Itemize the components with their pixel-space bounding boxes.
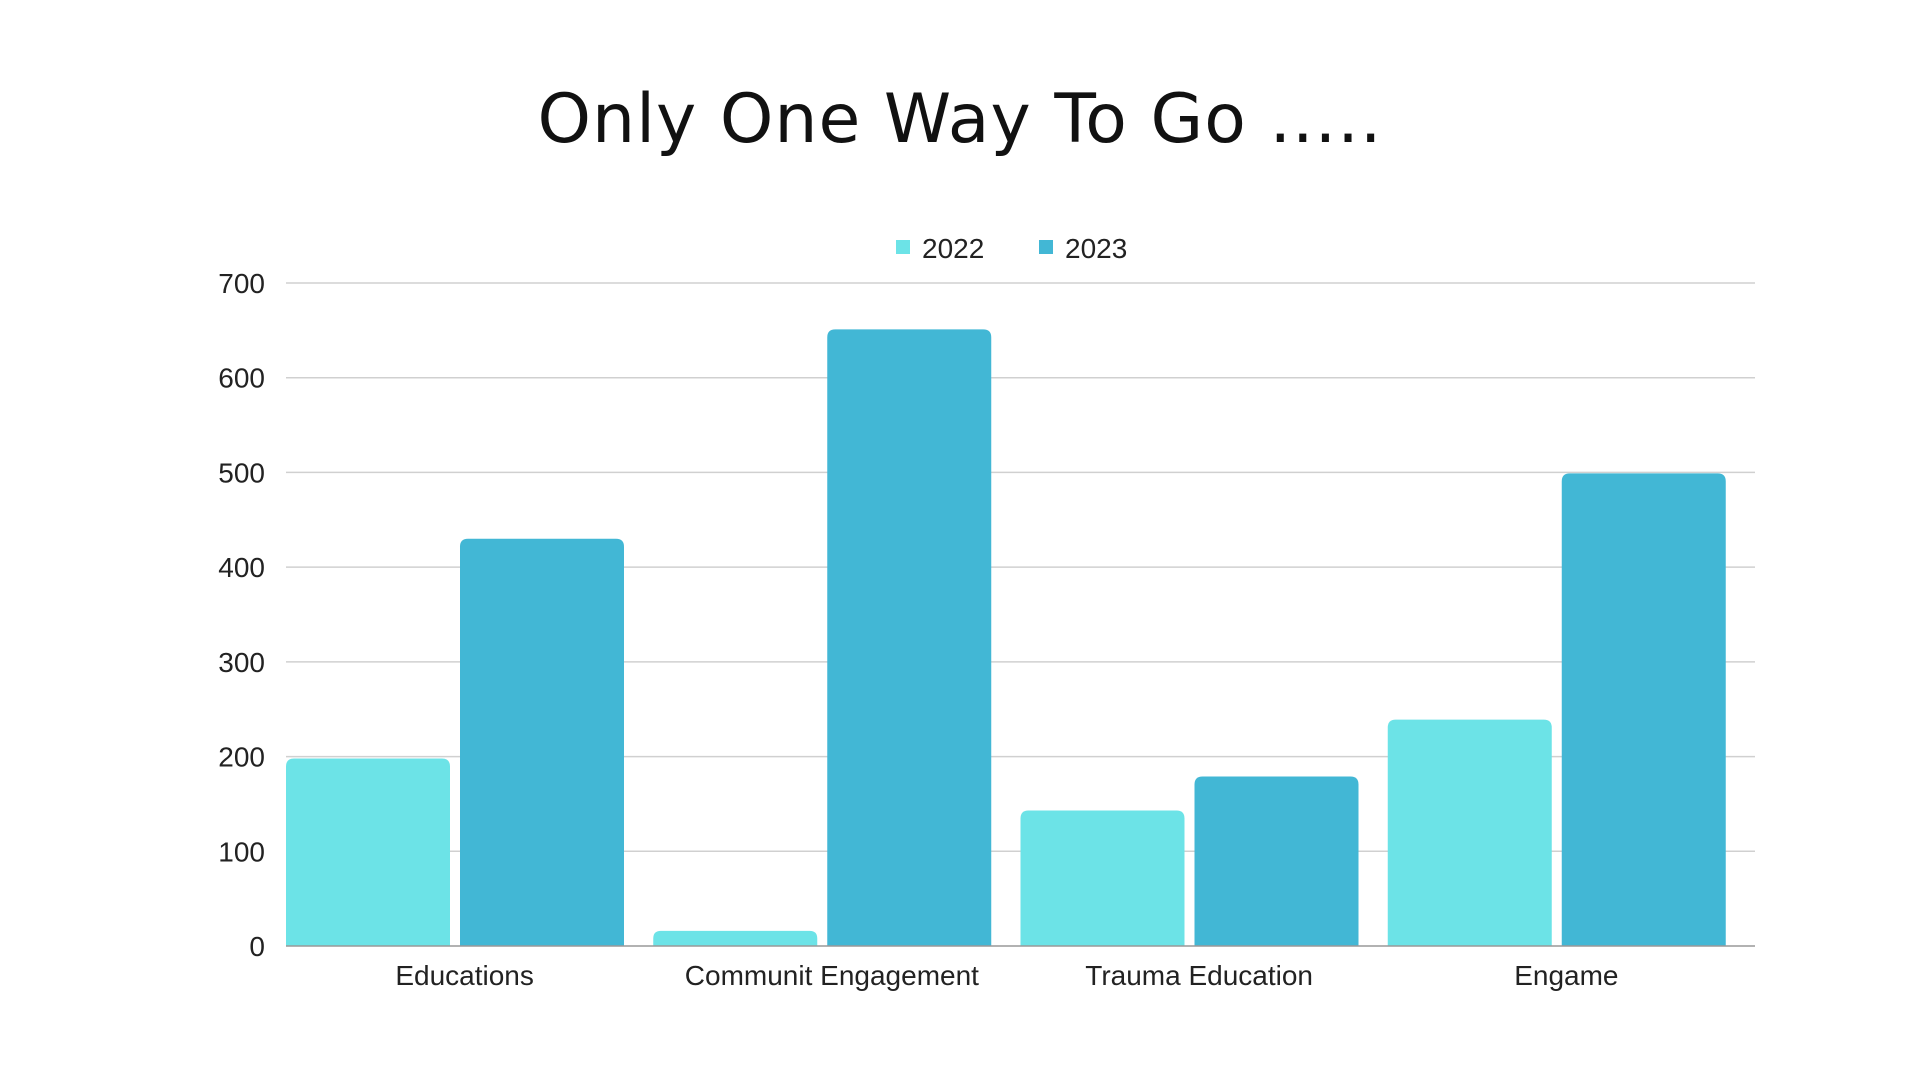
y-tick-label: 600	[218, 363, 265, 394]
legend-label-2022: 2022	[922, 233, 984, 264]
bar-2022-educations	[286, 758, 450, 946]
chart-title: Only One Way To Go .....	[537, 80, 1383, 159]
y-tick-label: 700	[218, 268, 265, 299]
x-axis-labels: Educations Communit Engagement Trauma Educ…	[395, 960, 1618, 991]
bar-2022-engame	[1387, 719, 1552, 946]
bar-2022-communit-engagement	[653, 930, 818, 946]
bar-2023-educations	[460, 538, 624, 946]
bar-2023-trauma-education	[1194, 776, 1359, 946]
x-tick-label: Engame	[1514, 960, 1618, 991]
x-tick-label: Communit Engagement	[685, 960, 979, 991]
y-axis-ticks: 0 100 200 300 400 500 600 700	[218, 268, 265, 962]
x-tick-label: Trauma Education	[1085, 960, 1313, 991]
y-tick-label: 500	[218, 457, 265, 488]
y-tick-label: 100	[218, 836, 265, 867]
legend-swatch-2023	[1039, 240, 1053, 254]
x-tick-label: Educations	[395, 960, 534, 991]
bar-2023-communit-engagement	[827, 329, 992, 946]
legend-label-2023: 2023	[1065, 233, 1127, 264]
y-tick-label: 300	[218, 647, 265, 678]
bar-2022-trauma-education	[1020, 810, 1185, 946]
bars	[286, 329, 1726, 946]
legend-swatch-2022	[896, 240, 910, 254]
y-tick-label: 200	[218, 742, 265, 773]
y-tick-label: 400	[218, 552, 265, 583]
y-tick-label: 0	[249, 931, 265, 962]
bar-2023-engame	[1561, 473, 1726, 946]
legend: 2022 2023	[896, 233, 1127, 264]
